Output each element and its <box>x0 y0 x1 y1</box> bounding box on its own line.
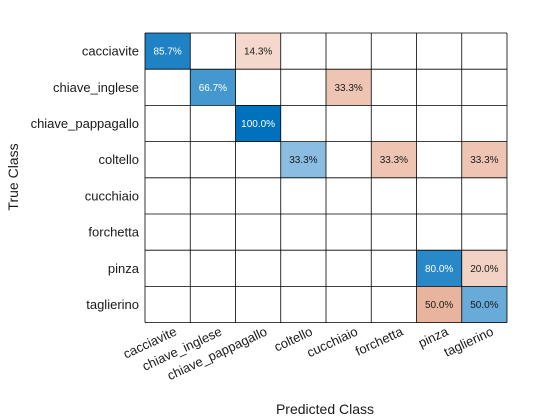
row-tick-label: forchetta <box>88 225 139 240</box>
matrix-cell-cacciavite-cacciavite <box>145 33 191 70</box>
cell-value-label: 66.7% <box>199 83 227 94</box>
matrix-cell-pinza-taglierino <box>461 250 507 287</box>
cells-layer: 85.7% 14.3% 66.7% 33.3% 100.0% 33.3% 33.3% 33.3… <box>145 33 507 323</box>
row-tick-label: taglierino <box>86 297 139 312</box>
column-labels: cacciavitechiave_inglesechiave_pappagall… <box>121 323 496 383</box>
matrix-cell-coltello-forchetta <box>371 141 417 178</box>
cell-value-label: 20.0% <box>470 264 498 275</box>
y-axis-label: True Class <box>5 143 21 210</box>
cell-value-label: 33.3% <box>380 155 408 166</box>
cell-value-label: 33.3% <box>470 155 498 166</box>
cell-value-label: 33.3% <box>289 155 317 166</box>
row-tick-label: coltello <box>99 152 139 167</box>
matrix-cell-taglierino-pinza <box>416 286 462 323</box>
matrix-cell-pinza-pinza <box>416 250 462 287</box>
row-labels: cacciavite chiave_inglese chiave_pappagall… <box>31 44 140 312</box>
matrix-cell-cacciavite-chiave_pappagallo <box>235 33 281 70</box>
matrix-cell-chiave_inglese-chiave_inglese <box>190 69 236 106</box>
matrix-cell-coltello-taglierino <box>461 141 507 178</box>
matrix-cell-coltello-coltello <box>280 141 326 178</box>
row-tick-label: pinza <box>108 261 140 276</box>
cell-value-label: 100.0% <box>241 119 275 130</box>
row-tick-label: chiave_pappagallo <box>31 116 139 131</box>
cell-value-label: 33.3% <box>334 83 362 94</box>
cell-value-label: 14.3% <box>244 47 272 58</box>
row-tick-label: chiave_inglese <box>53 80 139 95</box>
matrix-cell-taglierino-taglierino <box>461 286 507 323</box>
column-tick-label: taglierino <box>441 324 495 360</box>
cell-value-label: 50.0% <box>470 300 498 311</box>
column-tick-label: forchetta <box>353 323 406 358</box>
x-axis-label: Predicted Class <box>276 401 374 417</box>
matrix-cell-chiave_inglese-cucchiaio <box>326 69 372 106</box>
cell-value-label: 80.0% <box>425 264 453 275</box>
row-tick-label: cacciavite <box>82 44 139 59</box>
cell-value-label: 85.7% <box>153 47 181 58</box>
cell-value-label: 50.0% <box>425 300 453 311</box>
row-tick-label: cucchiaio <box>85 188 139 203</box>
matrix-cell-chiave_pappagallo-chiave_pappagallo <box>235 105 281 142</box>
column-tick-label: cucchiaio <box>304 324 359 361</box>
grid-layer <box>144 32 508 324</box>
